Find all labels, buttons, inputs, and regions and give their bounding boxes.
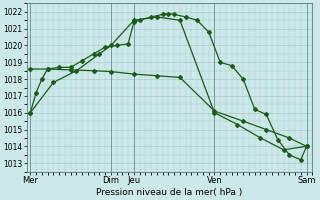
X-axis label: Pression niveau de la mer( hPa ): Pression niveau de la mer( hPa ) — [96, 188, 243, 197]
